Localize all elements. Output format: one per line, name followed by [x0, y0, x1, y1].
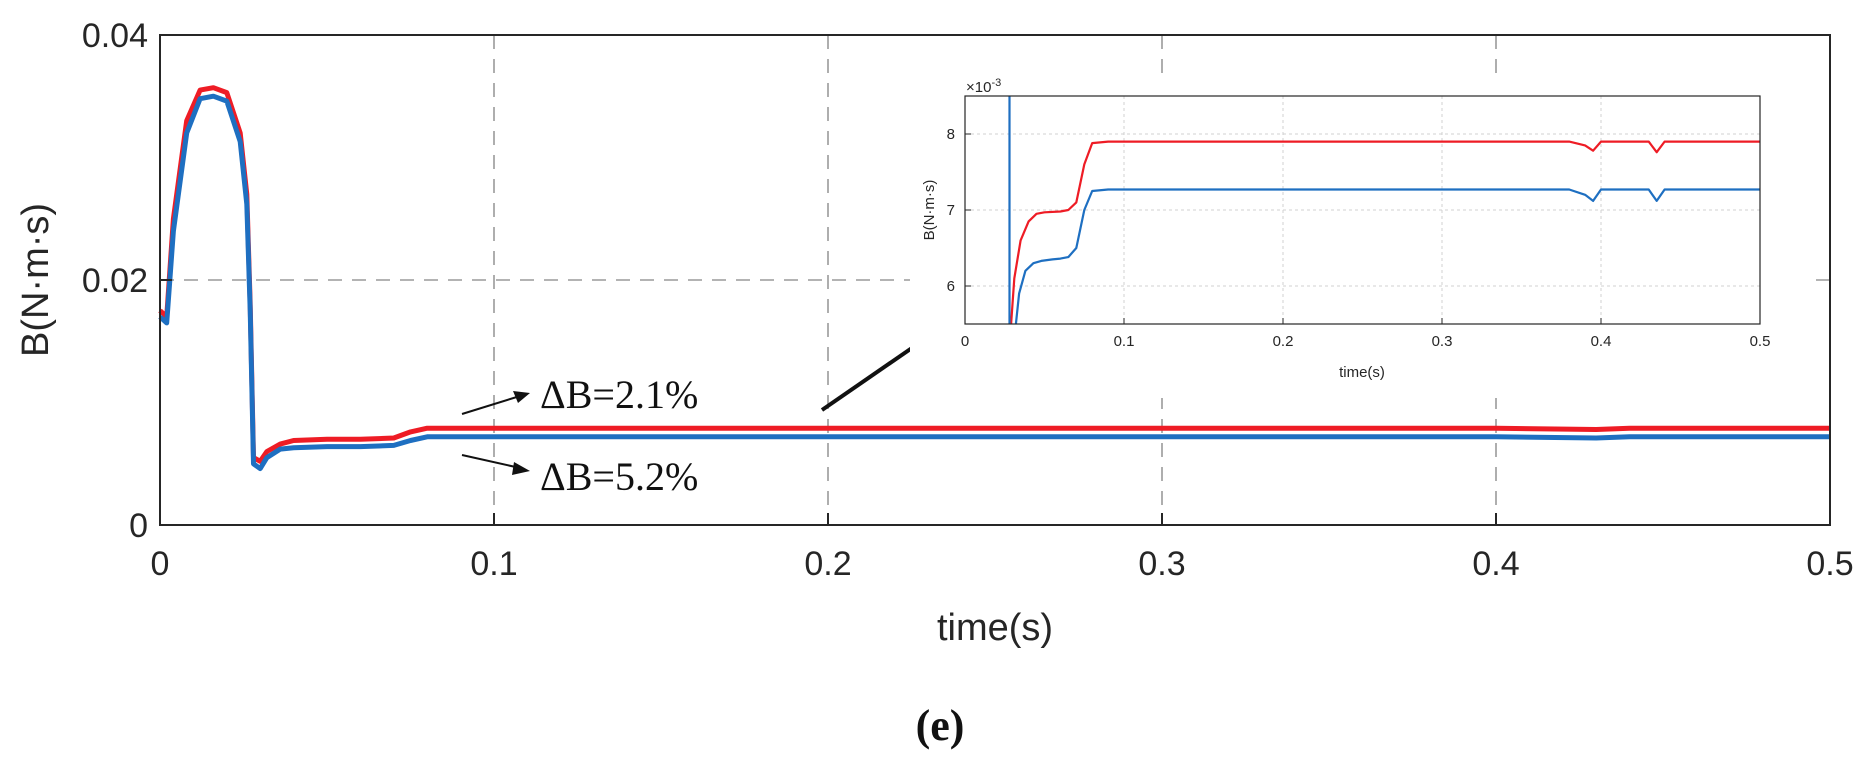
- x-tick-label: 0.3: [1432, 333, 1453, 350]
- y-tick-label: 7: [947, 202, 955, 219]
- inset-series: [1008, 96, 1760, 325]
- x-tick-label: 0.2: [1273, 333, 1294, 350]
- inset-plot: 0 0.1 0.2 0.3 0.4 0.5 6 7 8 ×10-3 time(s) B(N·m·…: [910, 77, 1810, 398]
- x-tick-label: 0.3: [1138, 545, 1185, 583]
- main-y-axis-label: B(N·m·s): [15, 203, 57, 357]
- x-tick-label: 0.5: [1750, 333, 1771, 350]
- series-line-red: [1010, 140, 1760, 325]
- delta-b-red-annotation: ΔB=2.1%: [540, 372, 698, 417]
- main-x-axis-label: time(s): [937, 607, 1053, 649]
- series-line-blue: [158, 93, 1830, 472]
- x-tick-label: 0.1: [1114, 333, 1135, 350]
- x-tick-label: 0.2: [804, 545, 851, 583]
- x-tick-label: 0: [961, 333, 969, 350]
- arrow-down-icon: [461, 454, 530, 475]
- delta-b-blue-annotation: ΔB=5.2%: [540, 454, 698, 499]
- series-line-red: [158, 85, 1830, 464]
- main-series: [158, 85, 1830, 472]
- main-plot: 0 0.1 0.2 0.3 0.4 0.5 0 0.02 0.04 time(s) B(N·m·…: [15, 17, 1854, 649]
- x-tick-label: 0.5: [1806, 545, 1853, 583]
- x-tick-label: 0.4: [1591, 333, 1612, 350]
- inset-y-axis-label: B(N·m·s): [921, 180, 938, 241]
- figure-caption: (e): [916, 701, 965, 750]
- series-line-blue: [1014, 188, 1760, 325]
- x-tick-label: 0: [151, 545, 170, 583]
- x-tick-label: 0.4: [1472, 545, 1519, 583]
- inset-grid: [965, 96, 1760, 324]
- x-tick-label: 0.1: [470, 545, 517, 583]
- y-tick-label: 0.02: [82, 262, 148, 300]
- annotations: ΔB=2.1% ΔB=5.2%: [461, 322, 950, 499]
- inset-background: [910, 78, 1810, 398]
- y-tick-label: 0.04: [82, 17, 148, 55]
- inset-exponent-label: ×10-3: [966, 77, 1001, 96]
- y-tick-label: 6: [947, 278, 955, 295]
- y-tick-label: 8: [947, 126, 955, 143]
- y-tick-label: 0: [129, 507, 148, 545]
- main-ticks: 0 0.1 0.2 0.3 0.4 0.5 0 0.02 0.04: [82, 17, 1854, 583]
- inset-ticks: 0 0.1 0.2 0.3 0.4 0.5 6 7 8: [947, 126, 1771, 350]
- inset-x-axis-label: time(s): [1339, 364, 1385, 381]
- arrow-up-icon: [461, 391, 530, 415]
